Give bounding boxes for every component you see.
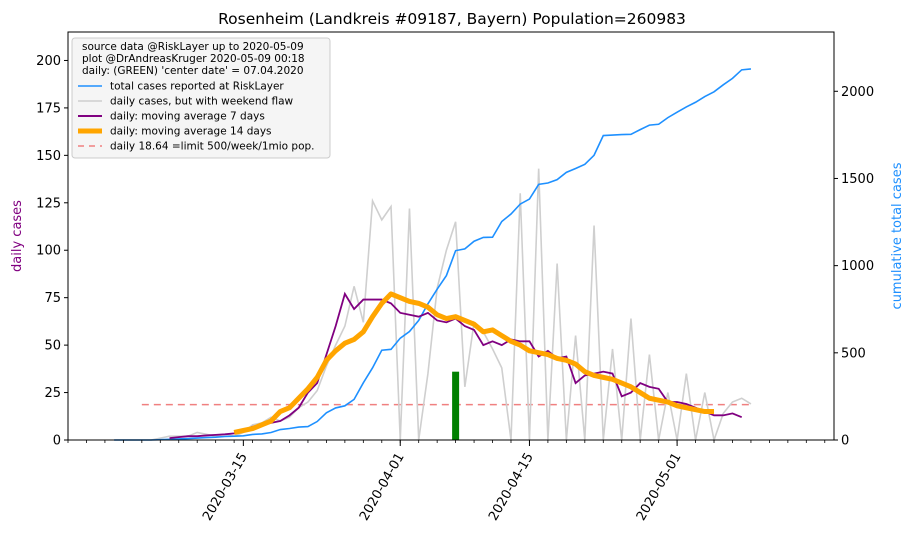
legend-label: daily 18.64 =limit 500/week/1mio pop.	[110, 141, 315, 153]
left-tick-label: 100	[36, 244, 61, 259]
x-tick-label: 2020-05-01	[634, 451, 685, 524]
legend-header-line: daily: (GREEN) 'center date' = 07.04.202…	[82, 65, 304, 77]
legend-box	[71, 37, 331, 159]
legend-label: daily: moving average 7 days	[110, 111, 265, 123]
legend-label: total cases reported at RiskLayer	[110, 81, 284, 93]
center-date-bar	[452, 371, 460, 440]
plot-area	[114, 68, 752, 444]
left-axis-label: daily cases	[10, 200, 25, 272]
right-tick-label: 1500	[841, 172, 874, 187]
left-tick-label: 75	[44, 291, 61, 306]
plot-frame	[67, 31, 835, 441]
right-tick-label: 500	[841, 346, 866, 361]
left-tick-label: 175	[36, 101, 61, 116]
left-tick-label: 0	[53, 434, 61, 449]
chart-title: Rosenheim (Landkreis #09187, Bayern) Pop…	[218, 10, 686, 28]
left-tick-label: 50	[44, 339, 61, 354]
x-tick-label: 2020-04-01	[357, 451, 408, 524]
moving-average-14-line	[233, 291, 715, 435]
left-tick-label: 200	[36, 54, 61, 69]
legend-header-line: source data @RiskLayer up to 2020-05-09	[82, 41, 304, 53]
legend-label: daily: moving average 14 days	[110, 126, 272, 138]
legend-header-line: plot @DrAndreasKruger 2020-05-09 00:18	[82, 53, 305, 65]
legend: source data @RiskLayer up to 2020-05-09p…	[71, 37, 331, 159]
right-axis-label: cumulative total cases	[890, 162, 905, 309]
left-tick-label: 125	[36, 196, 61, 211]
x-tick-label: 2020-03-15	[200, 451, 251, 524]
right-tick-label: 1000	[841, 259, 874, 274]
x-tick-label: 2020-04-15	[486, 451, 537, 524]
left-tick-label: 150	[36, 149, 61, 164]
left-tick-label: 25	[44, 386, 61, 401]
cumulative-cases-line	[114, 68, 752, 441]
legend-label: daily cases, but with weekend flaw	[110, 96, 294, 108]
right-tick-label: 0	[841, 434, 849, 449]
right-tick-label: 2000	[841, 85, 874, 100]
